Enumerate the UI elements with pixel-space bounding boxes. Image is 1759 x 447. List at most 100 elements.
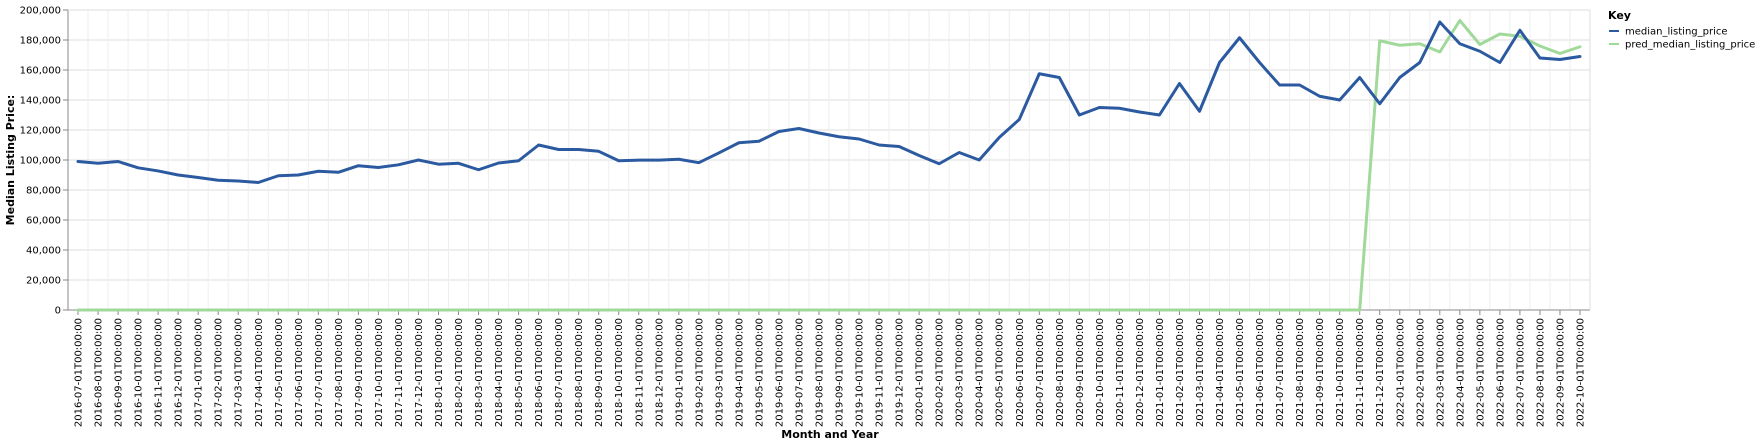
x-tick-label: 2018-05-01T00:00:00 [514,318,525,427]
y-tick-label: 120,000 [20,126,61,137]
x-tick-label: 2016-10-01T00:00:00 [134,318,145,427]
legend-label: pred_median_listing_price [1625,40,1755,51]
series-line-pred_median_listing_price [76,19,1582,312]
x-tick-label: 2019-06-01T00:00:00 [774,318,785,427]
x-tick-label: 2017-08-01T00:00:00 [334,318,345,427]
x-tick-label: 2018-10-01T00:00:00 [614,318,625,427]
x-tick-label: 2021-02-01T00:00:00 [1175,318,1186,427]
y-axis-title: Median Listing Price: [4,95,17,226]
y-tick-label: 100,000 [20,156,61,167]
series-line-median_listing_price [76,20,1582,184]
x-axis-title: Month and Year [781,428,879,441]
legend: Key median_listing_price pred_median_list… [1608,9,1755,51]
x-tick-label: 2019-02-01T00:00:00 [694,318,705,427]
y-tick-label: 60,000 [26,216,61,227]
x-tick-label: 2022-06-01T00:00:00 [1495,318,1506,427]
y-tick-label: 200,000 [20,6,61,17]
y-tick-label: 20,000 [26,276,61,287]
x-tick-label: 2018-06-01T00:00:00 [534,318,545,427]
x-tick-label: 2022-02-01T00:00:00 [1415,318,1426,427]
x-tick-label: 2021-07-01T00:00:00 [1275,318,1286,427]
x-tick-label: 2017-07-01T00:00:00 [314,318,325,427]
x-tick-label: 2021-12-01T00:00:00 [1375,318,1386,427]
x-tick-label: 2016-12-01T00:00:00 [174,318,185,427]
x-tick-label: 2021-04-01T00:00:00 [1215,318,1226,427]
legend-label: median_listing_price [1625,27,1728,38]
axes [63,9,1591,315]
x-tick-label: 2022-09-01T00:00:00 [1555,318,1566,427]
x-tick-label: 2017-12-01T00:00:00 [414,318,425,427]
x-tick-labels: 2016-07-01T00:00:00 2016-08-01T00:00:00 20… [74,318,1587,427]
x-tick-label: 2020-10-01T00:00:00 [1095,318,1106,427]
x-tick-label: 2020-07-01T00:00:00 [1035,318,1046,427]
x-tick-label: 2020-06-01T00:00:00 [1015,318,1026,427]
x-tick-label: 2021-05-01T00:00:00 [1235,318,1246,427]
x-tick-label: 2019-05-01T00:00:00 [754,318,765,427]
x-tick-label: 2021-11-01T00:00:00 [1355,318,1366,427]
x-tick-label: 2022-04-01T00:00:00 [1455,318,1466,427]
x-tick-label: 2017-10-01T00:00:00 [374,318,385,427]
x-tick-label: 2016-11-01T00:00:00 [154,318,165,427]
x-tick-label: 2017-09-01T00:00:00 [354,318,365,427]
x-tick-label: 2020-09-01T00:00:00 [1075,318,1086,427]
x-tick-label: 2019-08-01T00:00:00 [814,318,825,427]
x-tick-label: 2017-04-01T00:00:00 [254,318,265,427]
y-tick-label: 80,000 [26,186,61,197]
x-tick-label: 2018-03-01T00:00:00 [474,318,485,427]
x-tick-label: 2020-01-01T00:00:00 [915,318,926,427]
x-tick-label: 2019-03-01T00:00:00 [714,318,725,427]
x-tick-label: 2016-07-01T00:00:00 [74,318,85,427]
series-lines [76,19,1582,312]
x-tick-label: 2020-05-01T00:00:00 [995,318,1006,427]
legend-items: median_listing_price pred_median_listing_… [1609,27,1755,51]
x-tick-label: 2016-09-01T00:00:00 [114,318,125,427]
y-tick-labels: 0 20,000 40,000 60,000 80,000 100,000 120,000 1… [20,6,61,317]
x-tick-label: 2019-09-01T00:00:00 [835,318,846,427]
x-tick-label: 2022-07-01T00:00:00 [1515,318,1526,427]
x-tick-label: 2021-03-01T00:00:00 [1195,318,1206,427]
x-tick-label: 2019-07-01T00:00:00 [794,318,805,427]
x-tick-label: 2018-02-01T00:00:00 [454,318,465,427]
x-tick-label: 2018-12-01T00:00:00 [654,318,665,427]
x-tick-label: 2020-04-01T00:00:00 [975,318,986,427]
x-tick-label: 2021-08-01T00:00:00 [1295,318,1306,427]
x-tick-label: 2018-07-01T00:00:00 [554,318,565,427]
x-tick-label: 2018-01-01T00:00:00 [434,318,445,427]
x-tick-label: 2020-08-01T00:00:00 [1055,318,1066,427]
x-tick-label: 2021-09-01T00:00:00 [1315,318,1326,427]
x-tick-label: 2022-10-01T00:00:00 [1575,318,1586,427]
x-tick-label: 2019-04-01T00:00:00 [734,318,745,427]
legend-title: Key [1608,9,1631,22]
x-tick-label: 2020-03-01T00:00:00 [955,318,966,427]
x-tick-label: 2021-10-01T00:00:00 [1335,318,1346,427]
x-tick-label: 2018-08-01T00:00:00 [574,318,585,427]
x-tick-label: 2018-11-01T00:00:00 [634,318,645,427]
x-tick-label: 2018-09-01T00:00:00 [594,318,605,427]
x-tick-label: 2020-11-01T00:00:00 [1115,318,1126,427]
x-tick-label: 2022-03-01T00:00:00 [1435,318,1446,427]
x-tick-label: 2020-02-01T00:00:00 [935,318,946,427]
x-tick-label: 2021-01-01T00:00:00 [1155,318,1166,427]
x-tick-label: 2017-05-01T00:00:00 [274,318,285,427]
y-tick-label: 40,000 [26,246,61,257]
x-tick-label: 2020-12-01T00:00:00 [1135,318,1146,427]
x-tick-label: 2022-08-01T00:00:00 [1535,318,1546,427]
x-tick-label: 2019-12-01T00:00:00 [895,318,906,427]
y-tick-label: 0 [55,306,61,317]
x-tick-label: 2018-04-01T00:00:00 [494,318,505,427]
x-tick-label: 2017-01-01T00:00:00 [194,318,205,427]
x-tick-label: 2017-11-01T00:00:00 [394,318,405,427]
x-tick-label: 2017-02-01T00:00:00 [214,318,225,427]
x-tick-label: 2021-06-01T00:00:00 [1255,318,1266,427]
x-tick-label: 2019-11-01T00:00:00 [875,318,886,427]
x-tick-label: 2017-06-01T00:00:00 [294,318,305,427]
y-tick-label: 180,000 [20,36,61,47]
x-tick-label: 2016-08-01T00:00:00 [94,318,105,427]
x-tick-label: 2022-01-01T00:00:00 [1395,318,1406,427]
y-tick-label: 140,000 [20,96,61,107]
y-tick-label: 160,000 [20,66,61,77]
x-tick-label: 2022-05-01T00:00:00 [1475,318,1486,427]
x-tick-label: 2019-01-01T00:00:00 [674,318,685,427]
x-tick-label: 2019-10-01T00:00:00 [855,318,866,427]
